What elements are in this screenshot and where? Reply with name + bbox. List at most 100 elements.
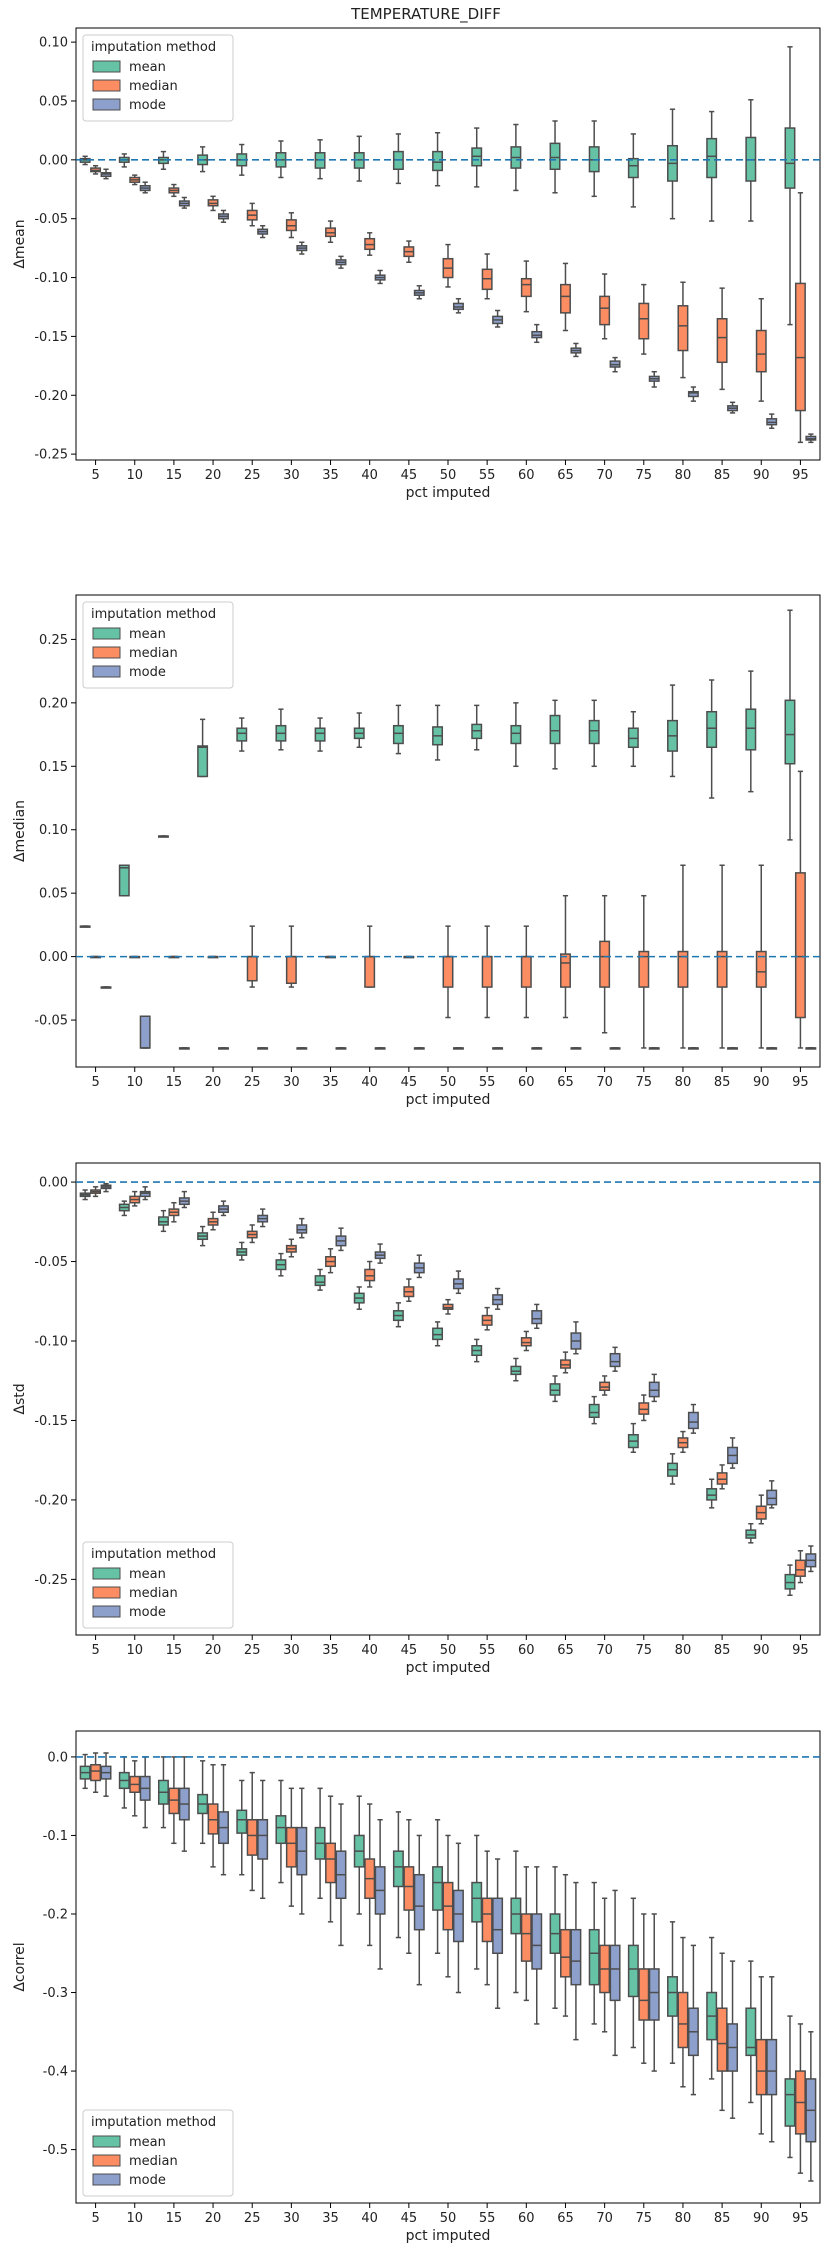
box-median-75 [638, 1913, 650, 2064]
box-iqr [677, 950, 689, 988]
x-tick-label: 80 [675, 468, 692, 483]
box-iqr [588, 1928, 600, 1986]
x-tick-label: 75 [636, 2211, 653, 2226]
x-tick-label: 40 [361, 1075, 378, 1090]
box-mode-55 [492, 1047, 504, 1050]
x-tick-label: 5 [91, 1643, 99, 1658]
box-iqr [314, 727, 326, 742]
legend-item-mean: mean [129, 60, 166, 75]
x-tick-label: 90 [753, 468, 770, 483]
box-mode-75 [648, 370, 660, 388]
box-iqr [638, 302, 650, 340]
x-tick-label: 55 [479, 468, 496, 483]
box-mode-35 [335, 1803, 347, 1947]
box-iqr [784, 127, 796, 189]
x-tick-label: 35 [322, 468, 339, 483]
box-mean-70 [588, 120, 600, 198]
box-mean-90 [745, 1960, 757, 2104]
box-mean-10 [118, 1200, 130, 1217]
box-mode-60 [531, 1303, 543, 1330]
box-mode-80 [687, 1944, 699, 2096]
box-iqr [520, 277, 532, 298]
box-median-50 [442, 1834, 454, 1978]
y-tick-label: 0.10 [39, 823, 68, 838]
x-tick-label: 60 [518, 1643, 535, 1658]
box-mean-90 [745, 670, 757, 793]
x-tick-label: 50 [440, 468, 457, 483]
box-mode-30 [296, 1047, 308, 1050]
box-median-10 [129, 1760, 141, 1817]
x-tick-label: 55 [479, 2211, 496, 2226]
y-tick-label: -0.15 [34, 330, 68, 345]
box-mode-5 [100, 168, 112, 180]
box-median-30 [285, 1787, 297, 1907]
box-mode-40 [374, 1243, 386, 1264]
x-tick-label: 25 [244, 2211, 261, 2226]
box-iqr [90, 1764, 102, 1782]
box-iqr [442, 955, 454, 988]
y-tick-label: -0.3 [43, 1986, 68, 2001]
box-mode-50 [452, 1842, 464, 1994]
x-tick-label: 45 [401, 468, 418, 483]
box-mean-85 [706, 110, 718, 222]
box-mode-60 [531, 1047, 543, 1050]
box-iqr [118, 864, 130, 897]
box-median-85 [716, 864, 728, 1049]
box-median-70 [599, 1375, 611, 1396]
box-mode-15 [178, 1047, 190, 1050]
box-mean-30 [275, 1779, 287, 1884]
box-median-15 [168, 183, 180, 198]
x-tick-label: 35 [322, 1643, 339, 1658]
box-mean-55 [471, 127, 483, 188]
box-mean-25 [236, 717, 248, 752]
box-median-95 [794, 2023, 806, 2174]
x-tick-label: 40 [361, 1643, 378, 1658]
box-mode-30 [296, 1217, 308, 1239]
box-mode-20 [218, 1047, 229, 1050]
box-median-60 [520, 260, 532, 313]
box-median-80 [677, 281, 689, 379]
box-iqr [677, 1991, 689, 2049]
box-iqr [755, 950, 767, 988]
box-mode-5 [100, 1752, 112, 1797]
box-iqr [364, 955, 376, 988]
box-mode-25 [257, 1208, 269, 1228]
box-median-15 [168, 1201, 180, 1223]
legend-title: imputation method [91, 2115, 216, 2130]
box-mean-50 [432, 704, 444, 761]
box-iqr [531, 1310, 543, 1325]
box-median-45 [403, 240, 415, 263]
box-iqr [236, 727, 248, 742]
box-median-85 [716, 287, 728, 391]
box-iqr [549, 1383, 561, 1396]
box-mode-90 [766, 1047, 778, 1050]
box-mode-55 [492, 1287, 504, 1310]
box-mode-95 [805, 1047, 817, 1050]
box-iqr [432, 1866, 444, 1911]
x-tick-label: 10 [126, 468, 143, 483]
box-mean-55 [471, 1338, 483, 1363]
box-mean-95 [784, 46, 796, 326]
box-iqr [784, 699, 796, 765]
box-mean-20 [197, 1225, 209, 1247]
box-mean-30 [275, 1252, 287, 1277]
box-iqr [766, 2038, 778, 2096]
box-mode-50 [452, 1047, 464, 1050]
box-mode-35 [335, 1047, 347, 1050]
x-tick-label: 95 [792, 468, 809, 483]
x-axis-label: pct imputed [406, 1660, 491, 1676]
box-mean-80 [667, 684, 678, 778]
box-mode-35 [335, 1227, 347, 1252]
x-tick-label: 15 [166, 2211, 183, 2226]
box-mean-30 [275, 708, 287, 751]
y-tick-label: -0.05 [34, 1014, 68, 1029]
box-median-60 [520, 1866, 532, 2002]
legend-item-mode: mode [129, 2173, 166, 2188]
box-iqr [481, 1897, 493, 1943]
box-mean-55 [471, 704, 483, 751]
legend-swatch-median [92, 646, 121, 659]
box-iqr [139, 1015, 151, 1049]
legend-title: imputation method [91, 40, 216, 55]
x-tick-label: 80 [675, 1075, 692, 1090]
box-median-95 [794, 192, 806, 444]
